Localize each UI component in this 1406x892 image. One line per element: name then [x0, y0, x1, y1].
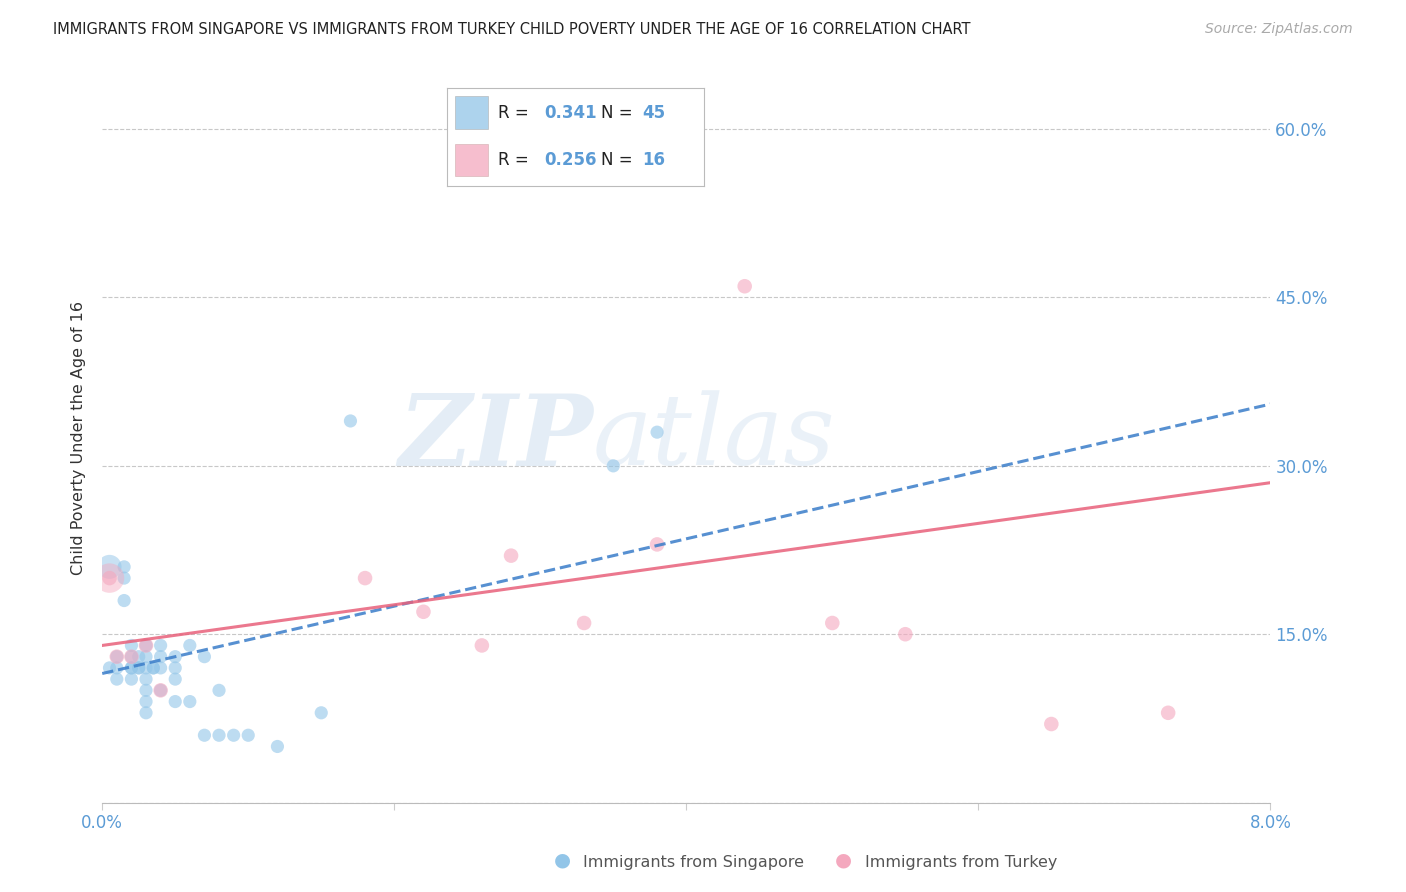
Point	[105, 661, 128, 675]
Point	[98, 571, 121, 585]
Text: ZIP: ZIP	[398, 390, 593, 486]
Point	[208, 728, 231, 742]
Point	[339, 414, 361, 428]
Point	[135, 706, 157, 720]
Point	[135, 672, 157, 686]
Point	[179, 695, 201, 709]
Point	[1157, 706, 1180, 720]
Point	[149, 683, 172, 698]
Point	[238, 728, 260, 742]
Point	[105, 672, 128, 686]
Point	[135, 639, 157, 653]
Point	[1040, 717, 1063, 731]
Point	[412, 605, 434, 619]
Point	[165, 695, 187, 709]
Point	[165, 649, 187, 664]
Point	[105, 649, 128, 664]
Text: atlas: atlas	[593, 390, 835, 485]
Point	[120, 649, 142, 664]
Point	[135, 695, 157, 709]
Y-axis label: Child Poverty Under the Age of 16: Child Poverty Under the Age of 16	[72, 301, 86, 574]
Point	[120, 649, 142, 664]
Point	[179, 639, 201, 653]
Point	[120, 661, 142, 675]
Point	[135, 683, 157, 698]
Point	[222, 728, 245, 742]
Point	[112, 571, 135, 585]
Point	[98, 661, 121, 675]
Point	[894, 627, 917, 641]
Point	[149, 661, 172, 675]
Point	[98, 560, 121, 574]
Point	[193, 728, 215, 742]
Point	[120, 661, 142, 675]
Point	[645, 425, 668, 440]
Text: Immigrants from Singapore: Immigrants from Singapore	[583, 855, 804, 870]
Text: IMMIGRANTS FROM SINGAPORE VS IMMIGRANTS FROM TURKEY CHILD POVERTY UNDER THE AGE : IMMIGRANTS FROM SINGAPORE VS IMMIGRANTS …	[53, 22, 972, 37]
Point	[128, 649, 150, 664]
Point	[193, 649, 215, 664]
Point	[499, 549, 522, 563]
Point	[572, 615, 595, 630]
Point	[208, 683, 231, 698]
Point	[135, 661, 157, 675]
Point	[142, 661, 165, 675]
Point	[135, 639, 157, 653]
Point	[149, 683, 172, 698]
Point	[149, 649, 172, 664]
Point	[112, 560, 135, 574]
Point	[120, 672, 142, 686]
Point	[821, 615, 844, 630]
Point	[734, 279, 756, 293]
Point	[149, 639, 172, 653]
Point	[112, 593, 135, 607]
Point	[128, 661, 150, 675]
Point	[120, 639, 142, 653]
Point	[309, 706, 332, 720]
Point	[645, 537, 668, 551]
Point	[105, 649, 128, 664]
Point	[142, 661, 165, 675]
Point	[266, 739, 288, 754]
Point	[135, 649, 157, 664]
Point	[602, 458, 624, 473]
Text: Immigrants from Turkey: Immigrants from Turkey	[865, 855, 1057, 870]
Point	[98, 571, 121, 585]
Point	[471, 639, 494, 653]
Text: Source: ZipAtlas.com: Source: ZipAtlas.com	[1205, 22, 1353, 37]
Point	[354, 571, 377, 585]
Text: ●: ●	[835, 851, 852, 870]
Point	[165, 661, 187, 675]
Point	[128, 661, 150, 675]
Point	[165, 672, 187, 686]
Text: ●: ●	[554, 851, 571, 870]
